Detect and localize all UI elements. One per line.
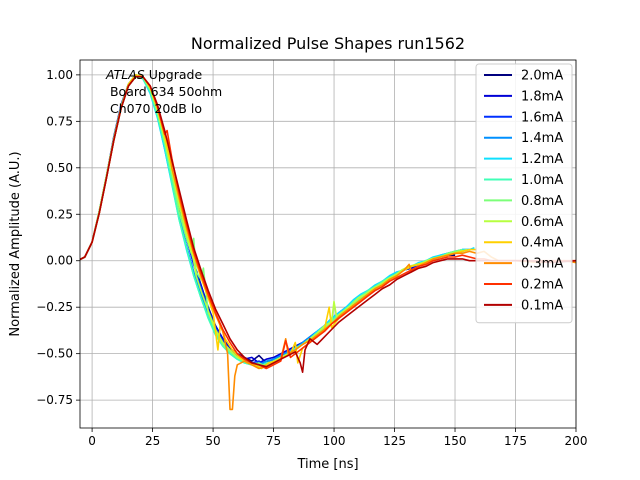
annotation-atlas: ATLAS: [105, 67, 145, 82]
y-tick-label: 0.75: [46, 114, 73, 128]
legend-label: 0.6mA: [521, 215, 563, 230]
legend-label: 1.8mA: [521, 89, 563, 104]
annotation: ATLAS Upgrade Board 634 50ohm Ch070 20dB…: [105, 67, 222, 116]
x-tick-label: 100: [323, 434, 346, 448]
legend-label: 1.4mA: [521, 131, 563, 146]
x-tick-label: 25: [145, 434, 160, 448]
legend-label: 1.6mA: [521, 110, 563, 125]
x-tick-label: 200: [565, 434, 588, 448]
plot-frame: [79, 59, 577, 429]
series-lines: [80, 74, 576, 411]
legend-label: 0.8mA: [521, 194, 563, 209]
legend-label: 0.4mA: [521, 236, 563, 251]
legend-label: 2.0mA: [521, 69, 563, 84]
y-tick-label: 0.50: [46, 161, 73, 175]
annotation-line-2: Board 634 50ohm: [106, 84, 222, 99]
legend: 2.0mA 1.8mA 1.6mA 1.4mA 1.2mA 1.0mA 0.8mA 0.6mA…: [475, 63, 573, 324]
annotation-line-1: ATLAS Upgrade: [105, 67, 202, 82]
x-tick-label: 175: [504, 434, 527, 448]
legend-label: 1.0mA: [521, 173, 563, 188]
legend-label: 0.1mA: [521, 298, 563, 313]
y-tick-label: 0.00: [46, 254, 73, 268]
x-tick-label: 75: [266, 434, 281, 448]
y-tick-label: 0.25: [46, 207, 73, 221]
axis-ticks: 0 25 50 75 100 125 150 175 200 −0.75 −0.50 −0.25 0.0…: [36, 68, 587, 448]
x-axis-label: Time [ns]: [296, 457, 358, 472]
x-tick-label: 0: [88, 434, 96, 448]
legend-label: 0.2mA: [521, 278, 563, 293]
annotation-upgrade: Upgrade: [145, 67, 203, 82]
x-tick-label: 150: [444, 434, 467, 448]
annotation-line-3: Ch070 20dB lo: [106, 101, 202, 116]
series-line-0.1mA: [80, 75, 576, 373]
chart-title: Normalized Pulse Shapes run1562: [191, 34, 465, 53]
y-tick-label: −0.50: [36, 347, 73, 361]
x-tick-label: 125: [383, 434, 406, 448]
y-tick-label: 1.00: [46, 68, 73, 82]
y-axis-label: Normalized Amplitude (A.U.): [8, 151, 23, 336]
x-tick-label: 50: [205, 434, 220, 448]
legend-label: 1.2mA: [521, 152, 563, 167]
legend-label: 0.3mA: [521, 257, 563, 272]
legend-box: [475, 63, 573, 324]
y-tick-label: −0.25: [36, 300, 73, 314]
y-tick-label: −0.75: [36, 393, 73, 407]
